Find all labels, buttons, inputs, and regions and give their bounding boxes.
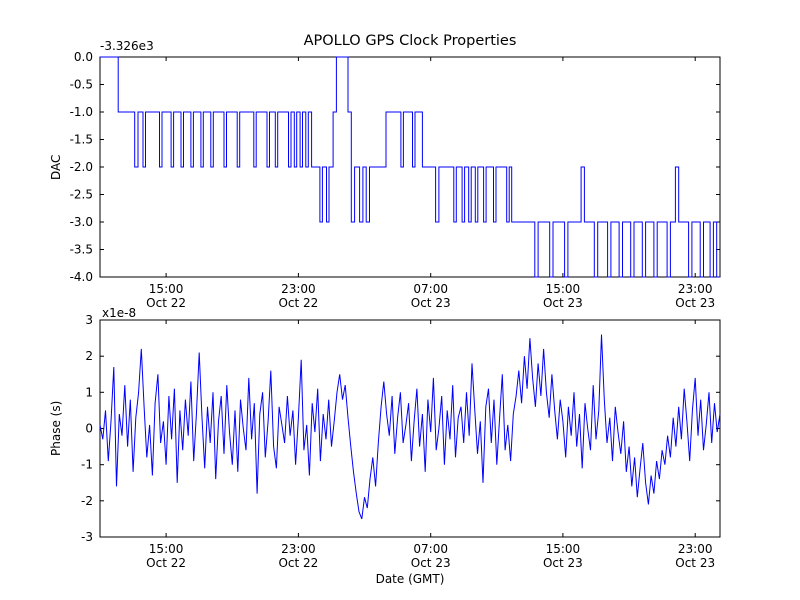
- phase-xtick-label: 15:00: [546, 542, 581, 556]
- dac-xtick-label: Oct 23: [543, 296, 583, 310]
- phase-xtick-label: 15:00: [149, 542, 184, 556]
- phase-ytick-label: 1: [85, 385, 93, 399]
- dac-xtick-label: Oct 23: [675, 296, 715, 310]
- dac-xtick-label: 15:00: [149, 282, 184, 296]
- dac-ytick-label: -0.5: [70, 78, 93, 92]
- dac-ytick-label: -3.0: [70, 215, 93, 229]
- dac-xtick-label: Oct 22: [278, 296, 318, 310]
- phase-ytick-label: -3: [81, 530, 93, 544]
- dac-xtick-label: Oct 23: [411, 296, 451, 310]
- dac-ytick-label: -1.5: [70, 133, 93, 147]
- figure-title: APOLLO GPS Clock Properties: [303, 33, 517, 49]
- phase-ytick-label: -1: [81, 458, 93, 472]
- dac-axis-offset-text: -3.326e3: [100, 39, 154, 53]
- phase-axis-offset-text: x1e-8: [102, 306, 137, 320]
- dac-y-axis-label: DAC: [49, 154, 63, 180]
- phase-ytick-label: 3: [85, 313, 93, 327]
- dac-ytick-label: -4.0: [70, 270, 93, 284]
- phase-xtick-label: Oct 22: [146, 556, 186, 570]
- dac-xtick-label: 15:00: [546, 282, 581, 296]
- dac-ytick-label: 0.0: [74, 50, 93, 64]
- phase-xtick-label: Oct 23: [675, 556, 715, 570]
- phase-xtick-label: 07:00: [413, 542, 448, 556]
- dac-xtick-label: Oct 22: [146, 296, 186, 310]
- x-axis-label: Date (GMT): [375, 572, 445, 586]
- dac-ytick-label: -1.0: [70, 105, 93, 119]
- dac-xtick-label: 23:00: [281, 282, 316, 296]
- dac-ytick-label: -2.0: [70, 160, 93, 174]
- dac-ytick-label: -2.5: [70, 188, 93, 202]
- phase-ytick-label: 0: [85, 422, 93, 436]
- phase-xtick-label: Oct 23: [543, 556, 583, 570]
- phase-xtick-label: Oct 23: [411, 556, 451, 570]
- phase-xtick-label: 23:00: [281, 542, 316, 556]
- phase-xtick-label: 23:00: [678, 542, 713, 556]
- phase-line: [99, 334, 721, 520]
- dac-xtick-label: 07:00: [413, 282, 448, 296]
- phase-ytick-label: -2: [81, 494, 93, 508]
- phase-xtick-label: Oct 22: [278, 556, 318, 570]
- dac-xtick-label: 23:00: [678, 282, 713, 296]
- phase-ytick-label: 2: [85, 349, 93, 363]
- dac-ytick-label: -3.5: [70, 243, 93, 257]
- dac-line: [100, 56, 720, 278]
- phase-y-axis-label: Phase (s): [49, 400, 63, 457]
